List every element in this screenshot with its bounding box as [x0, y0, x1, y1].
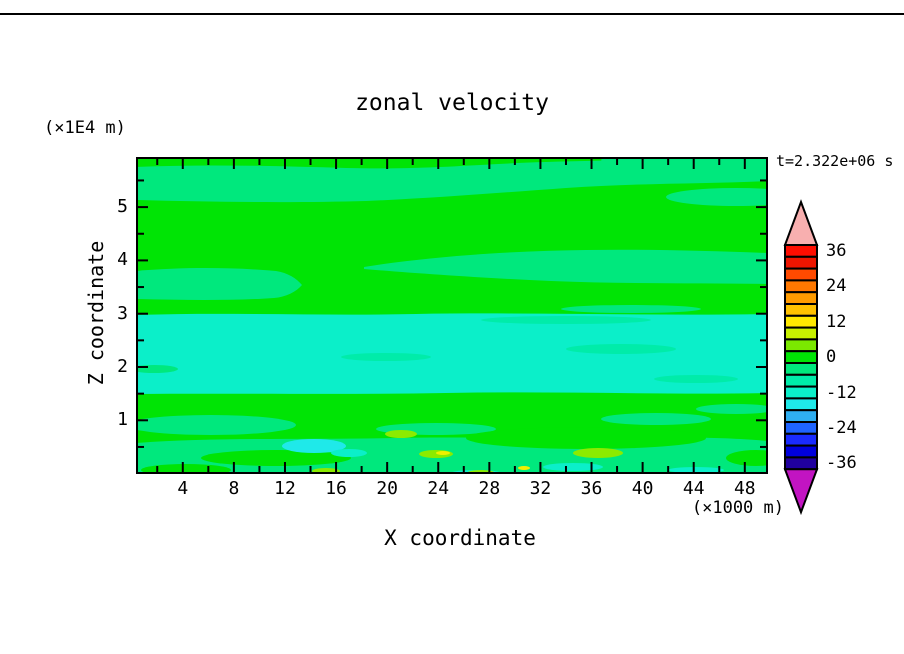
contour-blob-chartreuse — [385, 430, 417, 438]
colorbar-label: 24 — [826, 276, 847, 297]
contour-blob-green — [726, 450, 766, 466]
contour-blob-chartreuse — [467, 470, 495, 472]
plot-border — [136, 157, 768, 474]
contour-blob-spring — [138, 415, 296, 435]
contour-blob-seafoam — [481, 316, 651, 324]
colorbar-cell — [784, 244, 818, 258]
contour-field-svg — [136, 157, 768, 474]
colorbar-cell — [784, 350, 818, 364]
contour-blob-chartreuse — [573, 448, 623, 458]
contour-blob-chartreuse — [312, 468, 340, 472]
contour-blob-green — [201, 450, 351, 466]
colorbar — [783, 199, 819, 516]
contour-band-turquoise — [138, 313, 766, 394]
colorbar-cell — [784, 267, 818, 282]
contour-band-spring — [138, 268, 302, 300]
contour-blob-green — [466, 427, 706, 449]
x-tick-label: 40 — [631, 478, 654, 499]
x-tick-label: 4 — [177, 478, 189, 499]
colorbar-label: 36 — [826, 240, 847, 261]
contour-blob-turquoise — [543, 463, 603, 471]
time-annotation: t=2.322e+06 s — [776, 152, 894, 170]
x-tick-label: 8 — [228, 478, 240, 499]
x-tick-label: 48 — [733, 478, 756, 499]
contour-blob-yellow — [436, 451, 450, 455]
x-tick-label: 36 — [580, 478, 603, 499]
x-axis-title: X coordinate — [384, 526, 536, 550]
y-axis-unit-label: (×1E4 m) — [44, 118, 126, 138]
x-axis-unit-label: (×1000 m) — [691, 498, 784, 518]
plot-area — [136, 157, 768, 474]
contour-blob-turquoise — [668, 467, 724, 472]
colorbar-cell — [784, 444, 818, 459]
colorbar-cell — [784, 314, 818, 329]
colorbar-cell — [784, 385, 818, 400]
plot-title: zonal velocity — [355, 90, 549, 116]
colorbar-cell — [784, 279, 818, 294]
colorbar-label: 12 — [826, 311, 847, 332]
contour-blob-seafoam — [341, 353, 431, 361]
y-tick-label: 3 — [117, 302, 128, 324]
y-tick-label: 4 — [117, 249, 128, 271]
contour-band-spring — [138, 159, 766, 203]
x-tick-label: 24 — [427, 478, 450, 499]
x-tick-label: 20 — [376, 478, 398, 499]
colorbar-label: -24 — [826, 417, 857, 438]
contour-blob-turquoise — [331, 449, 367, 457]
contour-blob-spring — [666, 188, 766, 206]
colorbar-cell — [784, 421, 818, 435]
colorbar-cell — [784, 362, 818, 376]
x-tick-label: 28 — [478, 478, 501, 499]
colorbar-cell — [784, 373, 818, 388]
x-tick-label: 12 — [274, 478, 296, 499]
colorbar-cell — [784, 338, 818, 353]
colorbar-cell — [784, 303, 818, 317]
colorbar-cell — [784, 291, 818, 305]
y-tick-label: 1 — [117, 409, 128, 431]
contour-band-spring — [364, 249, 766, 284]
contour-blob-cyan — [282, 439, 346, 453]
contour-blob-yellow — [518, 466, 530, 470]
colorbar-cell — [784, 456, 818, 471]
contour-blob-seafoam — [566, 344, 676, 354]
colorbar-cell — [784, 397, 818, 412]
y-tick-label: 2 — [117, 356, 128, 377]
colorbar-label: -12 — [826, 382, 857, 403]
colorbar-label: 0 — [826, 347, 837, 368]
colorbar-label: -36 — [826, 453, 857, 474]
colorbar-cell — [784, 432, 818, 447]
x-tick-label: 32 — [529, 478, 552, 499]
colorbar-under-arrow — [783, 468, 819, 516]
y-tick-label: 5 — [117, 196, 128, 218]
contour-blob-spring — [696, 404, 766, 414]
contour-blob-spring — [561, 305, 701, 313]
colorbar-cell — [784, 255, 818, 270]
canvas-top-rule — [0, 13, 904, 15]
contour-band-group — [138, 159, 766, 472]
contour-blob-spring — [601, 413, 711, 425]
colorbar-cell — [784, 326, 818, 341]
colorbar-over-arrow — [783, 199, 819, 246]
colorbar-cell — [784, 409, 818, 423]
x-tick-label: 16 — [325, 478, 347, 499]
contour-blob-seafoam — [654, 375, 738, 383]
x-tick-label: 44 — [682, 478, 705, 499]
